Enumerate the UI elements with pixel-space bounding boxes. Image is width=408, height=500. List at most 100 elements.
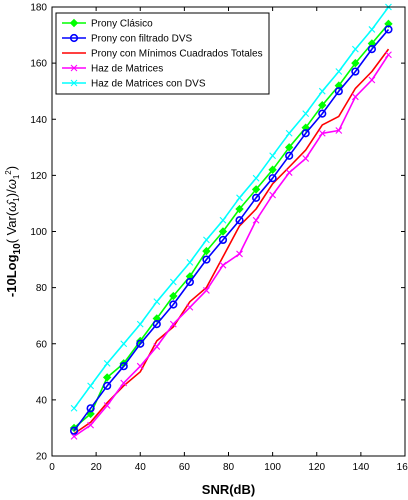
data-point-x-stroke <box>203 236 210 244</box>
data-point-x <box>219 216 227 224</box>
data-point-x-stroke <box>186 303 194 311</box>
data-point-circle <box>367 44 377 54</box>
data-point-circle <box>86 404 95 413</box>
x-tick-label: 80 <box>223 462 235 473</box>
data-point-x-stroke <box>318 129 326 137</box>
legend-label: Haz de Matrices <box>91 64 163 75</box>
x-tick-label: 40 <box>135 462 147 473</box>
legend-entry: Prony Clásico <box>62 19 153 30</box>
data-point-x <box>252 174 260 182</box>
y-tick-label: 20 <box>36 452 48 463</box>
y-title-omega: ω <box>4 179 19 189</box>
data-point-x-stroke <box>70 79 78 87</box>
data-point-diamond <box>351 58 360 68</box>
data-point-x <box>120 340 128 348</box>
y-title-prefix: -10Log <box>4 254 19 297</box>
data-point-circle <box>351 67 360 76</box>
data-point-x <box>385 51 392 59</box>
data-point-diamond <box>367 39 377 48</box>
data-point-circle <box>185 277 194 287</box>
data-point-x-stroke <box>269 152 277 160</box>
data-point-x-stroke <box>120 379 128 387</box>
data-point-x <box>252 216 260 224</box>
data-point-x <box>269 191 277 199</box>
data-point-x <box>302 155 310 162</box>
data-point-diamond <box>318 101 327 110</box>
data-point-x <box>236 194 243 202</box>
data-point-circle <box>103 381 112 390</box>
data-point-x-stroke <box>103 402 111 409</box>
data-point-x <box>169 278 177 286</box>
y-title-omega-hat: ω̂ <box>4 199 19 212</box>
legend-label: Prony con Mínimos Cuadrados Totales <box>91 49 263 60</box>
x-tick-label: 140 <box>353 462 370 473</box>
data-point-x-stroke <box>385 51 392 59</box>
data-point-circle <box>218 235 228 245</box>
data-point-diamond <box>169 291 178 301</box>
y-axis-title: -10Log10( Var(ω̂1)/ω12) <box>4 166 23 297</box>
x-tick-label: 120 <box>308 462 325 473</box>
data-point-circle <box>169 300 178 309</box>
data-point-x-stroke <box>70 64 78 72</box>
y-tick-label: 160 <box>30 59 47 70</box>
data-point-x-stroke <box>335 127 343 134</box>
data-point-x-stroke <box>186 258 194 266</box>
data-point-x-stroke <box>285 129 293 137</box>
data-point-x <box>70 79 78 87</box>
series-layer <box>69 3 393 440</box>
data-point-x <box>70 404 78 412</box>
y-title-open: ( Var( <box>4 211 19 243</box>
ticks-layer: 0204060801001201401602040608010012014016… <box>30 3 408 474</box>
y-tick-label: 80 <box>36 283 48 294</box>
data-point-x-stroke <box>252 174 260 182</box>
data-point-x <box>203 287 210 294</box>
data-point-x-stroke <box>153 343 161 350</box>
series-4 <box>70 3 392 412</box>
data-point-x <box>285 169 293 176</box>
data-point-circle <box>69 426 79 435</box>
data-point-x-stroke <box>203 287 210 294</box>
data-point-x <box>302 110 310 118</box>
data-point-circle <box>318 109 327 118</box>
y-title-close: ) <box>4 166 19 170</box>
data-point-circle <box>119 362 128 371</box>
data-point-x-stroke <box>368 26 376 33</box>
data-point-x <box>368 26 376 33</box>
data-point-circle <box>152 320 161 329</box>
data-point-x <box>70 432 78 440</box>
legend-entry: Prony con filtrado DVS <box>62 34 192 45</box>
data-point-circle <box>202 255 211 264</box>
data-point-x-stroke <box>219 261 227 269</box>
series-2 <box>73 48 390 435</box>
series-line <box>73 48 390 435</box>
series-1 <box>69 25 393 435</box>
data-point-x-stroke <box>103 360 111 367</box>
data-point-circle <box>301 129 310 138</box>
data-point-x-stroke <box>236 250 243 258</box>
data-point-x <box>318 129 326 137</box>
data-point-x <box>186 258 194 266</box>
legend-entry: Prony con Mínimos Cuadrados Totales <box>62 49 263 60</box>
data-point-diamond <box>218 227 228 236</box>
data-point-diamond <box>102 373 112 382</box>
data-point-diamond <box>301 123 310 132</box>
data-point-x-stroke <box>351 93 359 101</box>
legend-entry: Haz de Matrices con DVS <box>62 79 206 90</box>
x-tick-label: 0 <box>49 462 55 473</box>
data-point-circle <box>268 174 277 183</box>
data-point-x-stroke <box>269 191 277 199</box>
data-point-circle <box>136 339 145 348</box>
y-title-sub10: 10 <box>12 243 23 255</box>
data-point-x-stroke <box>335 68 343 75</box>
data-point-x-stroke <box>219 216 227 224</box>
x-axis-title: SNR(dB) <box>202 482 255 497</box>
data-point-x-stroke <box>285 169 293 176</box>
y-title-sub1: 1 <box>12 197 21 202</box>
data-point-circle <box>69 33 79 43</box>
data-point-x-stroke <box>70 404 78 412</box>
data-point-circle <box>334 87 343 96</box>
y-tick-label: 60 <box>36 339 48 350</box>
data-point-x <box>236 250 243 258</box>
